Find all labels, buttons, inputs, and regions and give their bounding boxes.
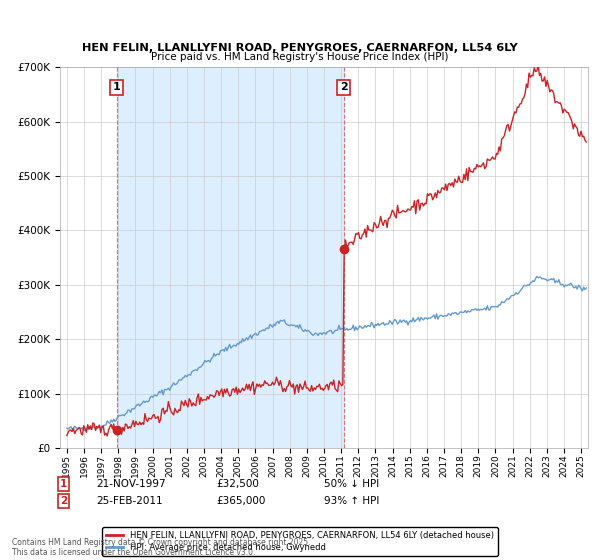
Bar [116,67,344,448]
Text: 2: 2 [340,82,347,92]
Legend: HEN FELIN, LLANLLYFNI ROAD, PENYGROES, CAERNARFON, LL54 6LY (detached house), HP: HEN FELIN, LLANLLYFNI ROAD, PENYGROES, C… [102,527,498,556]
Text: 1: 1 [60,479,67,489]
Text: 25-FEB-2011: 25-FEB-2011 [96,496,163,506]
Text: 1: 1 [113,82,121,92]
Text: Price paid vs. HM Land Registry's House Price Index (HPI): Price paid vs. HM Land Registry's House … [151,52,449,62]
Text: £32,500: £32,500 [216,479,259,489]
Text: 2: 2 [60,496,67,506]
Text: 50% ↓ HPI: 50% ↓ HPI [324,479,379,489]
Text: 93% ↑ HPI: 93% ↑ HPI [324,496,379,506]
Text: 21-NOV-1997: 21-NOV-1997 [96,479,166,489]
Text: HEN FELIN, LLANLLYFNI ROAD, PENYGROES, CAERNARFON, LL54 6LY: HEN FELIN, LLANLLYFNI ROAD, PENYGROES, C… [82,43,518,53]
Text: £365,000: £365,000 [216,496,265,506]
Text: Contains HM Land Registry data © Crown copyright and database right 2025.
This d: Contains HM Land Registry data © Crown c… [12,538,311,557]
